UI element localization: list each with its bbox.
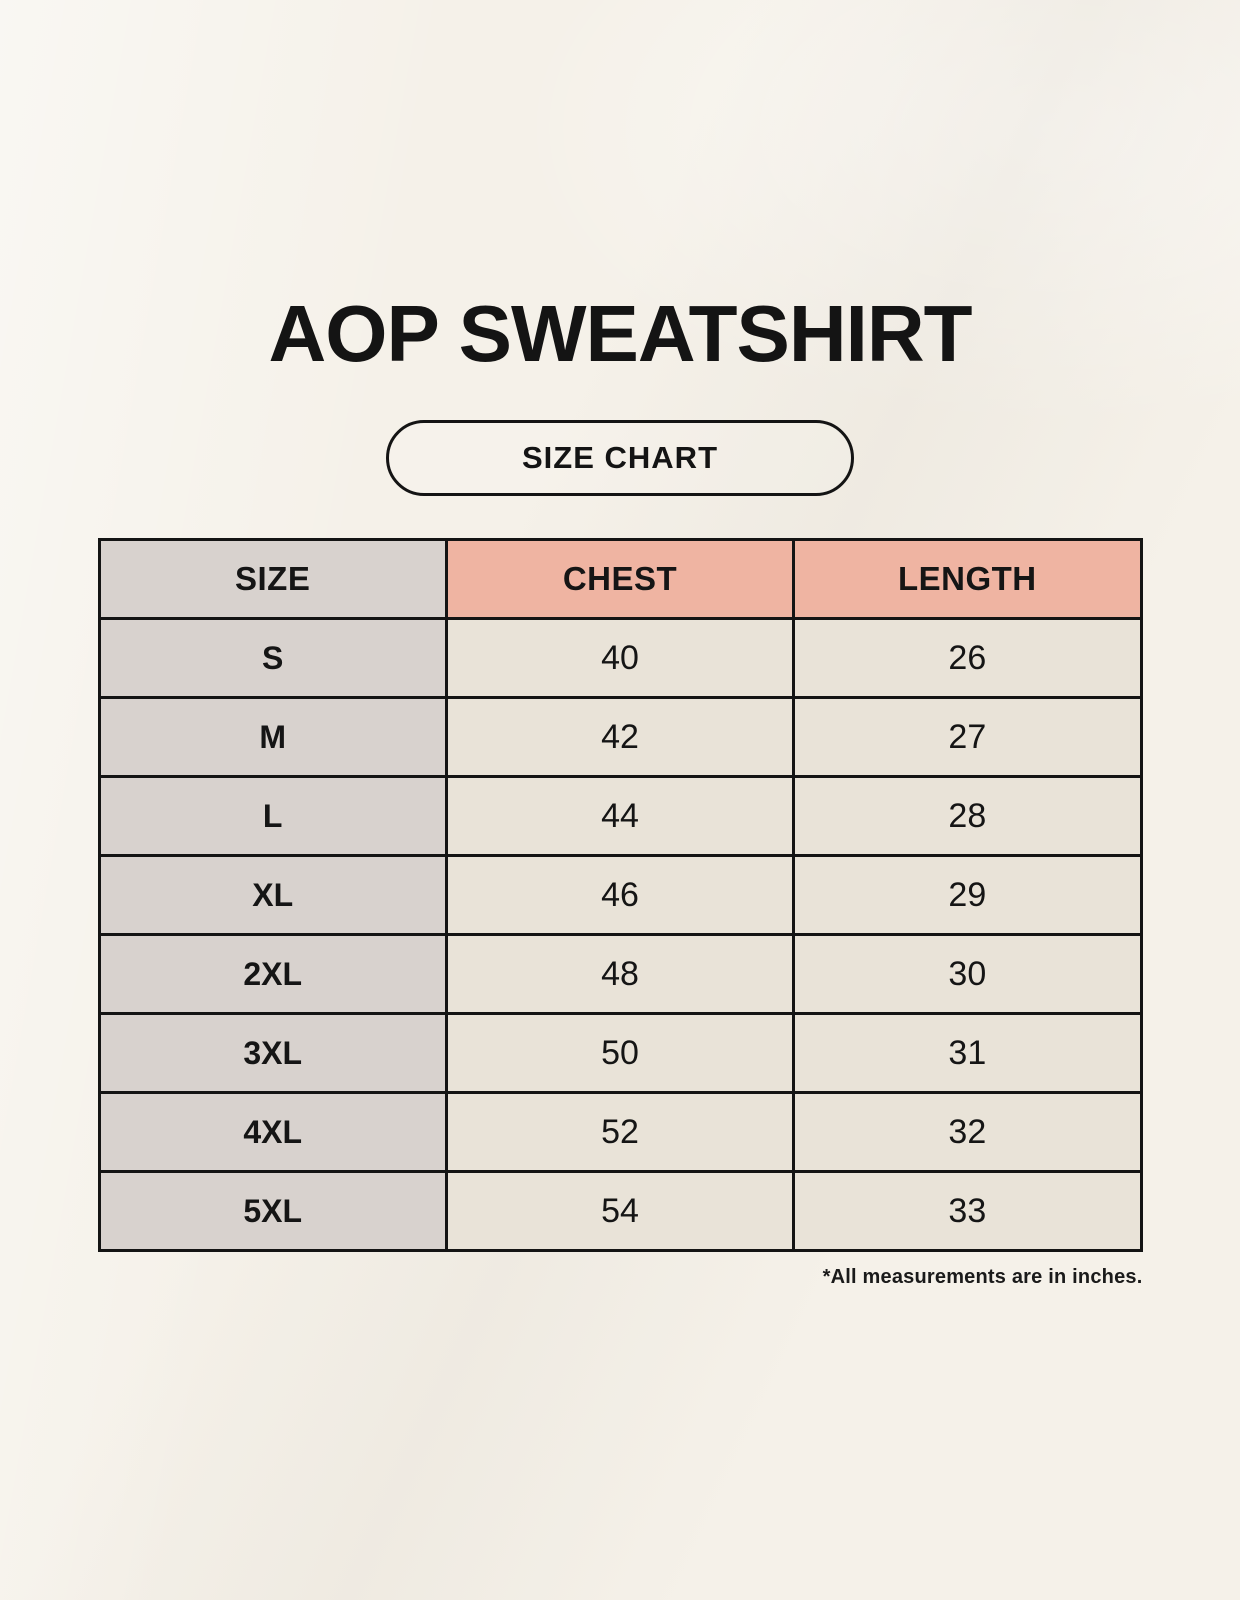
- length-cell: 27: [792, 696, 1143, 778]
- table-row: S 40 26: [97, 617, 1143, 699]
- size-cell: 4XL: [97, 1091, 448, 1173]
- chest-cell: 48: [444, 933, 796, 1015]
- chest-cell: 50: [444, 1012, 796, 1094]
- page-title: AOP SWEATSHIRT: [268, 289, 972, 378]
- column-header-size: SIZE: [97, 538, 448, 620]
- column-header-chest: CHEST: [444, 538, 796, 620]
- table-row: M 42 27: [97, 696, 1143, 778]
- length-cell: 32: [792, 1091, 1143, 1173]
- table-row: 4XL 52 32: [97, 1091, 1143, 1173]
- size-cell: 2XL: [97, 933, 448, 1015]
- table-row: 5XL 54 33: [97, 1170, 1143, 1252]
- size-chart-table: SIZE CHEST LENGTH S 40 26 M 42 27 L: [97, 538, 1143, 1252]
- chest-cell: 40: [444, 617, 796, 699]
- size-cell: 5XL: [97, 1170, 448, 1252]
- table-row: 2XL 48 30: [97, 933, 1143, 1015]
- chest-cell: 46: [444, 854, 796, 936]
- size-cell: 3XL: [97, 1012, 448, 1094]
- length-cell: 28: [792, 775, 1143, 857]
- table-row: XL 46 29: [97, 854, 1143, 936]
- size-cell: M: [97, 696, 448, 778]
- column-header-length: LENGTH: [792, 538, 1143, 620]
- table-header-row: SIZE CHEST LENGTH: [97, 538, 1143, 620]
- length-cell: 31: [792, 1012, 1143, 1094]
- size-chart-badge-label: SIZE CHART: [522, 440, 718, 475]
- length-cell: 29: [792, 854, 1143, 936]
- length-cell: 26: [792, 617, 1143, 699]
- length-cell: 30: [792, 933, 1143, 1015]
- table-row: 3XL 50 31: [97, 1012, 1143, 1094]
- size-cell: L: [97, 775, 448, 857]
- table-row: L 44 28: [97, 775, 1143, 857]
- chest-cell: 44: [444, 775, 796, 857]
- measurements-footnote: *All measurements are in inches.: [822, 1266, 1143, 1288]
- size-cell: XL: [97, 854, 448, 936]
- chest-cell: 52: [444, 1091, 796, 1173]
- length-cell: 33: [792, 1170, 1143, 1252]
- size-cell: S: [97, 617, 448, 699]
- chest-cell: 42: [444, 696, 796, 778]
- chest-cell: 54: [444, 1170, 796, 1252]
- size-chart-badge: SIZE CHART: [386, 420, 854, 496]
